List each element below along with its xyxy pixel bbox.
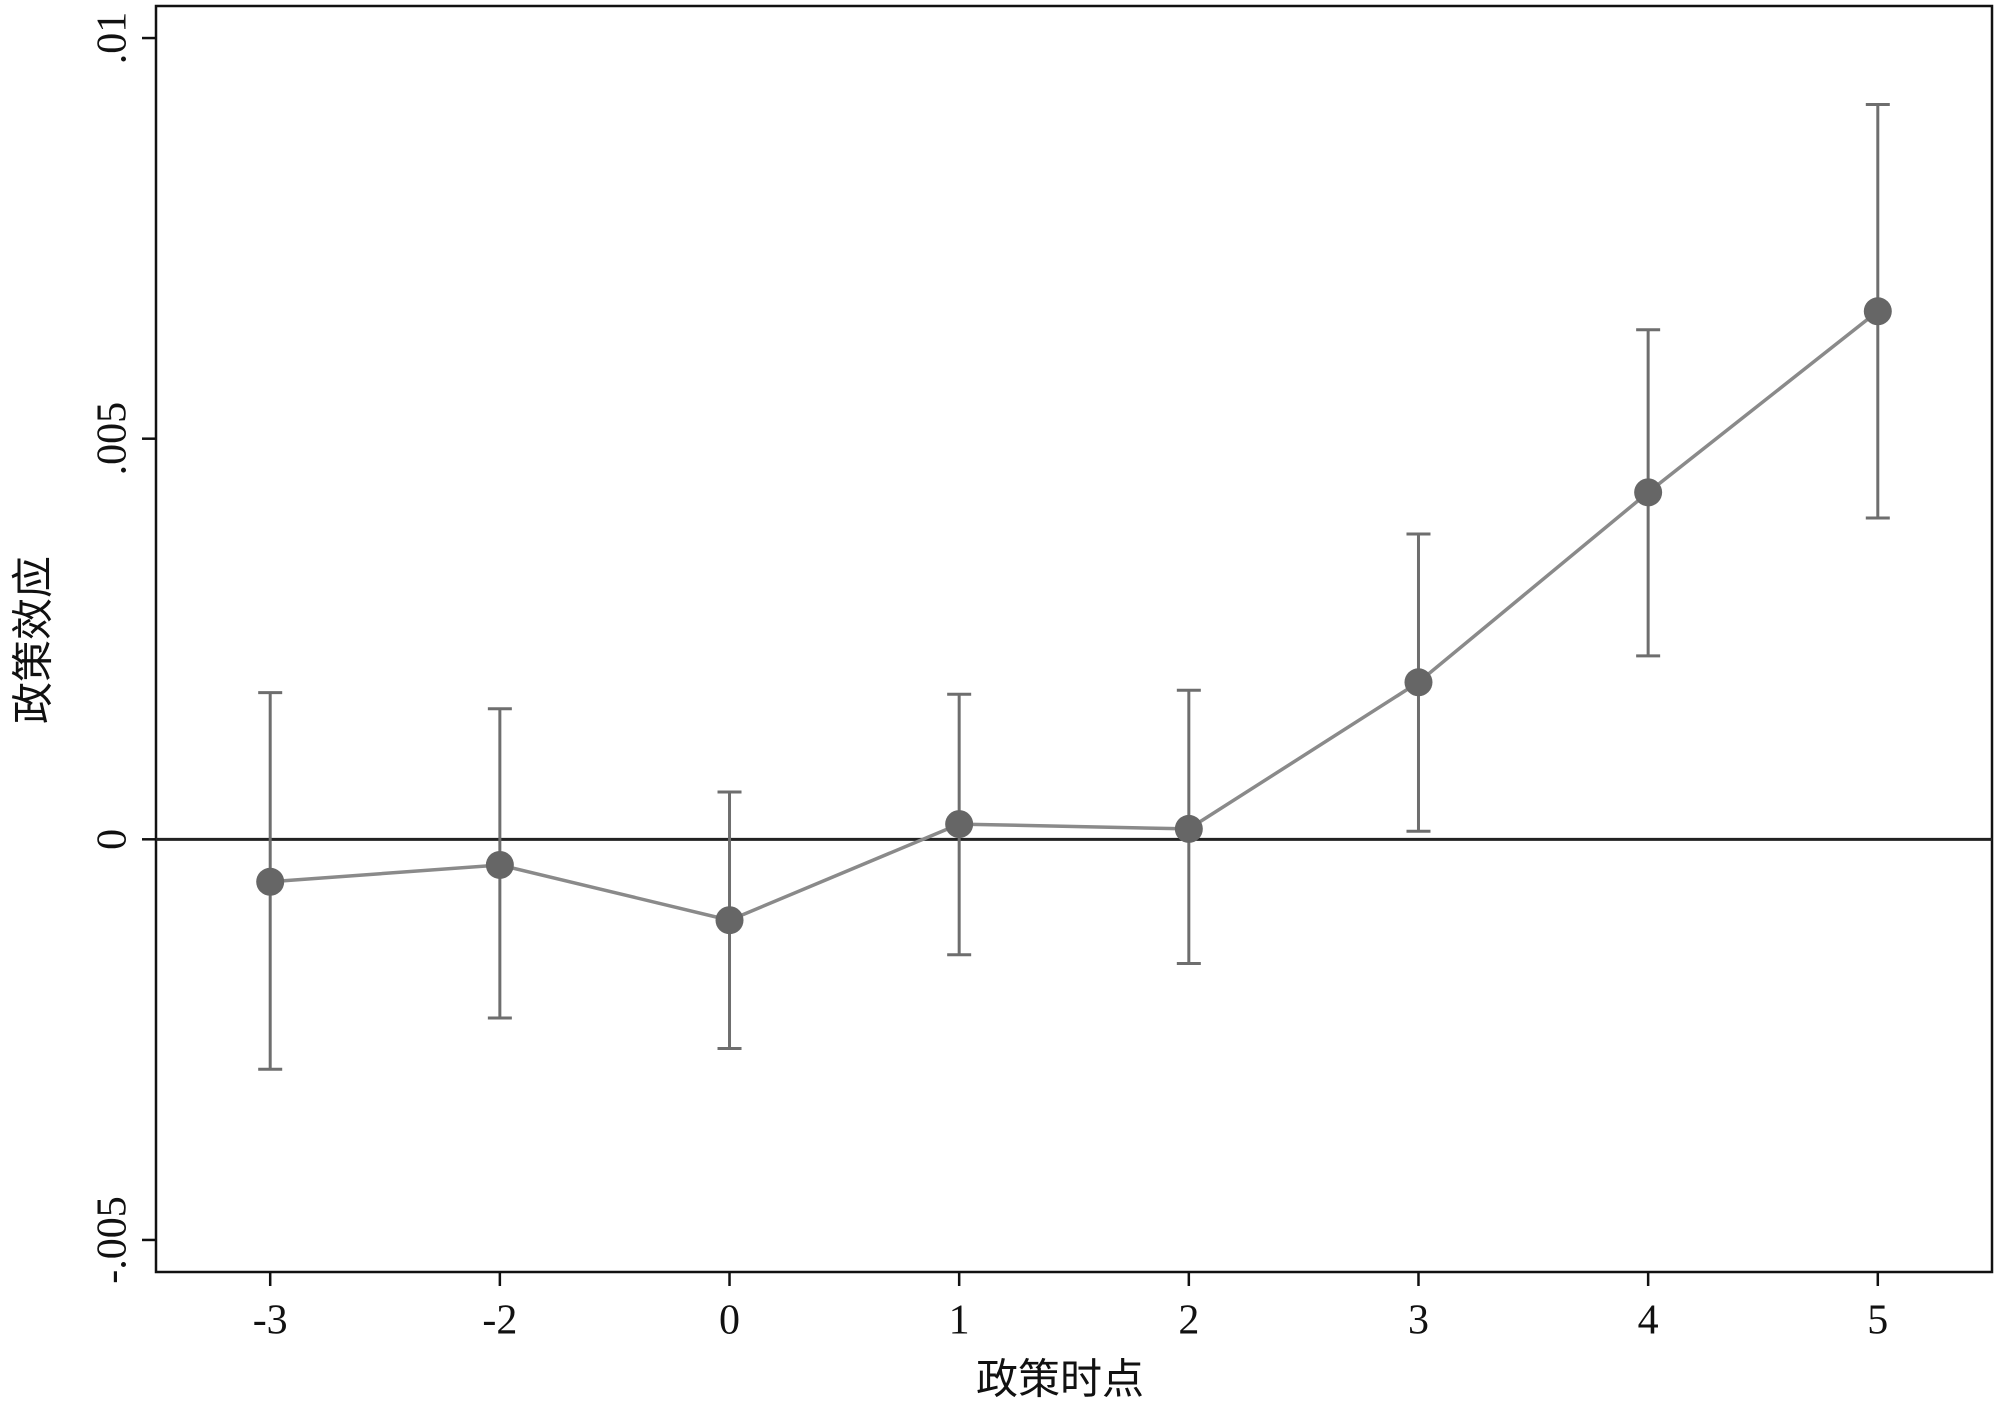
x-axis-label: 政策时点 [976,1358,1144,1404]
point [945,810,974,839]
point [1863,297,1892,326]
x-tick-label: 2 [1178,1298,1199,1344]
point [1404,668,1433,697]
y-tick-label: .01 [90,12,136,64]
point [1634,478,1663,507]
point [1174,814,1203,843]
point [256,867,285,896]
point [485,850,514,879]
x-tick-label: 5 [1867,1298,1888,1344]
x-tick-label: 3 [1408,1298,1429,1344]
x-tick-label: -2 [482,1298,517,1344]
y-tick-label: 0 [90,829,136,850]
plot-frame [154,4,1994,1274]
x-tick-label: 0 [719,1298,740,1344]
series-line [270,309,1879,923]
x-tick-label: 1 [949,1298,970,1344]
x-tick-label: -3 [253,1298,288,1344]
x-tick-label: 4 [1638,1298,1659,1344]
point [715,906,744,935]
y-tick-label: -.005 [90,1196,136,1284]
y-tick-label: .005 [90,402,136,476]
y-axis-label: 政策效应 [11,556,58,724]
